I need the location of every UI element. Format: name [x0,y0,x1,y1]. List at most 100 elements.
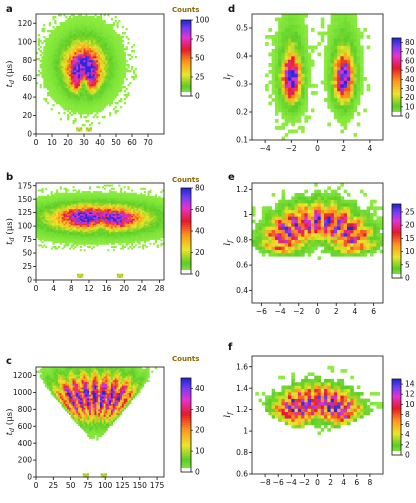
heatmap-cell [81,411,84,414]
heatmap-cell [74,420,77,423]
heatmap-cell [50,207,53,210]
heatmap-cell [109,34,112,37]
heatmap-cell [45,62,48,65]
heatmap-cell [63,58,66,61]
heatmap-cell [132,204,136,206]
heatmap-cell [83,30,86,33]
heatmap-cell [70,403,73,406]
heatmap-cell [89,90,92,93]
heatmap-cell [129,226,132,229]
heatmap-cell [158,236,161,239]
heatmap-cell [112,191,115,193]
heatmap-cell [114,207,117,210]
heatmap-cell [57,14,61,17]
heatmap-cell [37,38,40,41]
heatmap-cell [67,18,70,21]
heatmap-cell [127,186,130,189]
heatmap-cell [48,197,51,200]
heatmap-cell [83,376,86,379]
heatmap-cell [110,213,114,216]
heatmap-cell [103,229,106,232]
heatmap-cell [94,226,97,229]
heatmap-cell [103,187,106,190]
heatmap-cell [74,86,77,89]
heatmap-cell [70,398,73,401]
heatmap-cell [52,26,55,29]
heatmap-cell [140,228,143,231]
heatmap-cell [98,200,101,203]
heatmap-cell [103,239,106,242]
heatmap-cell [98,96,101,99]
heatmap-cell [78,205,81,208]
heatmap-cell [123,199,126,202]
heatmap-cell [92,215,95,218]
colorbar-tick-label: 0 [195,270,200,279]
heatmap-cell [109,44,112,47]
heatmap-cell [120,56,123,59]
heatmap-cell [147,204,150,206]
heatmap-cell [94,202,97,205]
heatmap-cell [78,194,81,197]
x-tick-label: 20 [120,284,130,293]
heatmap-cell [112,74,115,77]
heatmap-cell [112,98,115,101]
heatmap-cell [87,68,90,71]
heatmap-cell [48,383,51,386]
heatmap-cell [109,229,112,232]
heatmap-cell [109,52,112,55]
heatmap-cell [43,62,46,65]
heatmap-cell [109,234,112,237]
heatmap-cell [127,220,130,223]
heatmap-cell [101,210,104,213]
heatmap-cell [96,197,99,200]
heatmap-cell [129,197,132,200]
heatmap-cell [142,215,145,218]
heatmap-cell [109,213,112,216]
heatmap-cell [109,112,112,115]
heatmap-cell [79,249,83,252]
heatmap-cell [39,244,42,247]
heatmap-cell [79,40,83,43]
heatmap-cell [109,74,112,77]
heatmap-cell [138,236,141,239]
heatmap-cell [90,28,93,31]
heatmap-cell [74,24,77,27]
heatmap-cell [68,28,72,31]
heatmap-cell [43,84,46,87]
heatmap-cell [63,94,66,97]
heatmap-cell [78,36,81,39]
spot-cell [79,273,82,276]
heatmap-cell [90,229,93,232]
heatmap-cell [129,220,132,223]
heatmap-cell [50,197,53,200]
heatmap-cell [39,212,42,215]
heatmap-cell [85,194,88,197]
heatmap-cell [76,229,79,232]
heatmap-cell [143,197,147,200]
heatmap-cell [153,205,156,208]
heatmap-cell [59,236,62,239]
heatmap-cell [76,216,79,219]
heatmap-cell [131,218,134,221]
heatmap-cell [96,244,99,247]
heatmap-cell [48,36,51,39]
heatmap-cell [145,215,148,218]
heatmap-cell [57,221,61,224]
heatmap-cell [90,46,93,49]
heatmap-cell [96,239,99,242]
heatmap-cell [140,234,143,237]
heatmap-cell [46,40,50,43]
heatmap-cell [110,96,114,99]
heatmap-cell [37,225,40,227]
colorbar-segment [181,67,191,70]
heatmap-cell [85,242,88,245]
heatmap-cell [59,60,62,63]
heatmap-cell [56,34,59,37]
heatmap-cell [105,66,108,69]
heatmap-cell [89,242,92,245]
heatmap-cell [145,197,148,200]
heatmap-cell [79,420,83,423]
heatmap-cell [92,26,95,29]
heatmap-cell [65,86,68,89]
heatmap-cell [65,94,68,97]
